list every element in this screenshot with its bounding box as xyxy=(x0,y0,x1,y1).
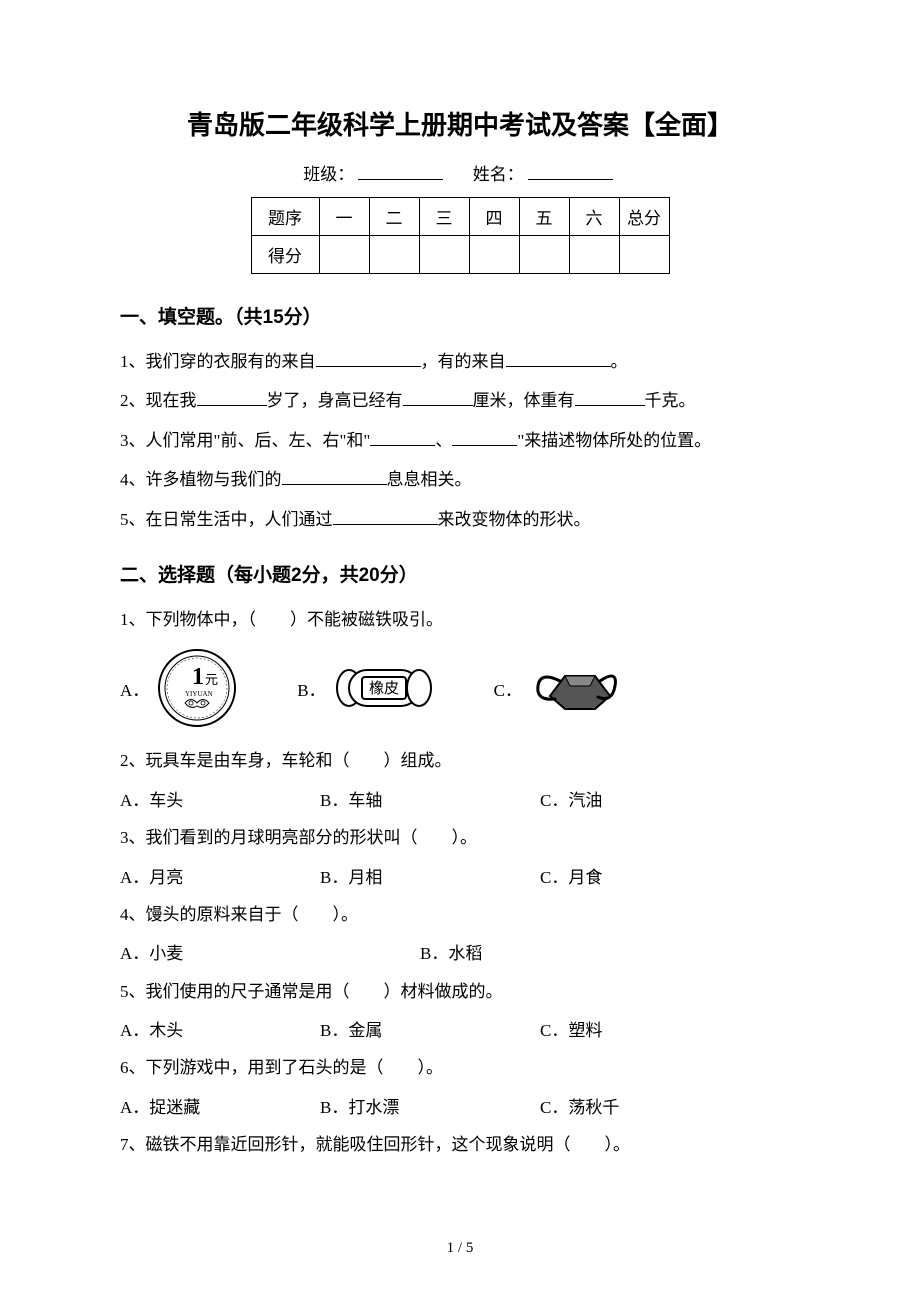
s2-q3-options: A．月亮 B．月相 C．月食 xyxy=(120,859,800,896)
q-text: "来描述物体所处的位置。 xyxy=(517,431,711,450)
section1-header: 一、填空题。（共15分） xyxy=(120,302,800,329)
score-cell[interactable] xyxy=(369,236,419,274)
s1-q3: 3、人们常用"前、后、左、右"和" 、 "来描述物体所处的位置。 xyxy=(120,422,800,459)
svg-text:YIYUAN: YIYUAN xyxy=(185,690,213,698)
s2-q2: 2、玩具车是由车身，车轮和（ ）组成。 xyxy=(120,742,800,779)
class-blank[interactable] xyxy=(358,162,443,180)
q-text: 岁了，身高已经有 xyxy=(267,391,403,410)
option-a[interactable]: A．月亮 xyxy=(120,859,320,896)
exam-title: 青岛版二年级科学上册期中考试及答案【全面】 xyxy=(120,105,800,142)
page-number: 1 / 5 xyxy=(0,1240,920,1257)
s2-q4-options: A．小麦 B．水稻 xyxy=(120,935,800,972)
q-text: 5、在日常生活中，人们通过 xyxy=(120,510,333,529)
option-c[interactable]: C．月食 xyxy=(540,859,740,896)
student-info-line: 班级： 姓名： xyxy=(120,160,800,185)
q-text: 。 xyxy=(611,352,628,371)
option-c[interactable]: C．汽油 xyxy=(540,782,740,819)
q-text: 千克。 xyxy=(645,391,696,410)
s2-q1: 1、下列物体中，（ ）不能被磁铁吸引。 xyxy=(120,601,800,638)
fill-blank[interactable] xyxy=(403,389,473,406)
name-blank[interactable] xyxy=(528,162,613,180)
option-label: C． xyxy=(494,676,522,701)
q-text: 息息相关。 xyxy=(387,470,472,489)
fill-blank[interactable] xyxy=(506,350,611,367)
s1-q2: 2、现在我 岁了，身高已经有 厘米，体重有 千克。 xyxy=(120,382,800,419)
table-row: 题序 一 二 三 四 五 六 总分 xyxy=(251,198,669,236)
fill-blank[interactable] xyxy=(452,429,517,446)
header-cell: 一 xyxy=(319,198,369,236)
s2-q5-options: A．木头 B．金属 C．塑料 xyxy=(120,1012,800,1049)
q-text: 来改变物体的形状。 xyxy=(438,510,591,529)
q-text: 4、许多植物与我们的 xyxy=(120,470,282,489)
option-a[interactable]: A．捉迷藏 xyxy=(120,1089,320,1126)
s2-q7: 7、磁铁不用靠近回形针，就能吸住回形针，这个现象说明（ ）。 xyxy=(120,1126,800,1163)
q-text: ，有的来自 xyxy=(421,352,506,371)
option-label: B． xyxy=(297,676,325,701)
header-cell: 题序 xyxy=(251,198,319,236)
score-cell[interactable] xyxy=(419,236,469,274)
q-text: 厘米，体重有 xyxy=(473,391,575,410)
option-c[interactable]: C．塑料 xyxy=(540,1012,740,1049)
option-a[interactable]: A．车头 xyxy=(120,782,320,819)
option-b[interactable]: B．月相 xyxy=(320,859,540,896)
header-cell: 四 xyxy=(469,198,519,236)
fill-blank[interactable] xyxy=(282,468,387,485)
score-cell[interactable] xyxy=(569,236,619,274)
svg-text:1: 1 xyxy=(192,664,204,690)
option-c[interactable]: C． xyxy=(494,661,620,716)
svg-text:元: 元 xyxy=(205,672,218,687)
s2-q3: 3、我们看到的月球明亮部分的形状叫（ ）。 xyxy=(120,819,800,856)
fill-blank[interactable] xyxy=(316,350,421,367)
binder-clip-icon xyxy=(530,661,620,716)
fill-blank[interactable] xyxy=(333,508,438,525)
fill-blank[interactable] xyxy=(370,429,435,446)
fill-blank[interactable] xyxy=(575,389,645,406)
score-cell[interactable] xyxy=(469,236,519,274)
q-text: 1、我们穿的衣服有的来自 xyxy=(120,352,316,371)
option-label: A． xyxy=(120,676,149,701)
option-b[interactable]: B．水稻 xyxy=(420,935,720,972)
s2-q5: 5、我们使用的尺子通常是用（ ）材料做成的。 xyxy=(120,973,800,1010)
coin-icon: 1 元 YIYUAN xyxy=(157,648,237,728)
q-text: 3、人们常用"前、后、左、右"和" xyxy=(120,431,370,450)
s2-q6-options: A．捉迷藏 B．打水漂 C．荡秋千 xyxy=(120,1089,800,1126)
class-label: 班级： xyxy=(303,165,354,184)
s2-q1-options: A． 1 元 YIYUAN B． 橡皮 xyxy=(120,648,800,728)
option-c[interactable]: C．荡秋千 xyxy=(540,1089,740,1126)
s1-q1: 1、我们穿的衣服有的来自 ，有的来自 。 xyxy=(120,343,800,380)
s1-q5: 5、在日常生活中，人们通过 来改变物体的形状。 xyxy=(120,501,800,538)
score-cell[interactable] xyxy=(319,236,369,274)
q-text: 、 xyxy=(435,431,452,450)
svg-text:橡皮: 橡皮 xyxy=(369,680,399,697)
fill-blank[interactable] xyxy=(197,389,267,406)
header-cell: 二 xyxy=(369,198,419,236)
name-label: 姓名： xyxy=(473,165,524,184)
s2-q4: 4、馒头的原料来自于（ ）。 xyxy=(120,896,800,933)
s2-q2-options: A．车头 B．车轴 C．汽油 xyxy=(120,782,800,819)
option-b[interactable]: B． 橡皮 xyxy=(297,663,433,713)
option-b[interactable]: B．打水漂 xyxy=(320,1089,540,1126)
s1-q4: 4、许多植物与我们的 息息相关。 xyxy=(120,461,800,498)
section2-header: 二、选择题（每小题2分，共20分） xyxy=(120,560,800,587)
s2-q6: 6、下列游戏中，用到了石头的是（ ）。 xyxy=(120,1049,800,1086)
header-cell: 五 xyxy=(519,198,569,236)
table-row: 得分 xyxy=(251,236,669,274)
eraser-icon: 橡皮 xyxy=(334,663,434,713)
header-cell: 六 xyxy=(569,198,619,236)
score-table: 题序 一 二 三 四 五 六 总分 得分 xyxy=(251,197,670,274)
option-b[interactable]: B．金属 xyxy=(320,1012,540,1049)
score-cell[interactable] xyxy=(619,236,669,274)
option-a[interactable]: A．木头 xyxy=(120,1012,320,1049)
option-a[interactable]: A．小麦 xyxy=(120,935,420,972)
header-cell: 三 xyxy=(419,198,469,236)
score-cell[interactable] xyxy=(519,236,569,274)
score-label-cell: 得分 xyxy=(251,236,319,274)
header-cell: 总分 xyxy=(619,198,669,236)
option-a[interactable]: A． 1 元 YIYUAN xyxy=(120,648,237,728)
option-b[interactable]: B．车轴 xyxy=(320,782,540,819)
q-text: 2、现在我 xyxy=(120,391,197,410)
